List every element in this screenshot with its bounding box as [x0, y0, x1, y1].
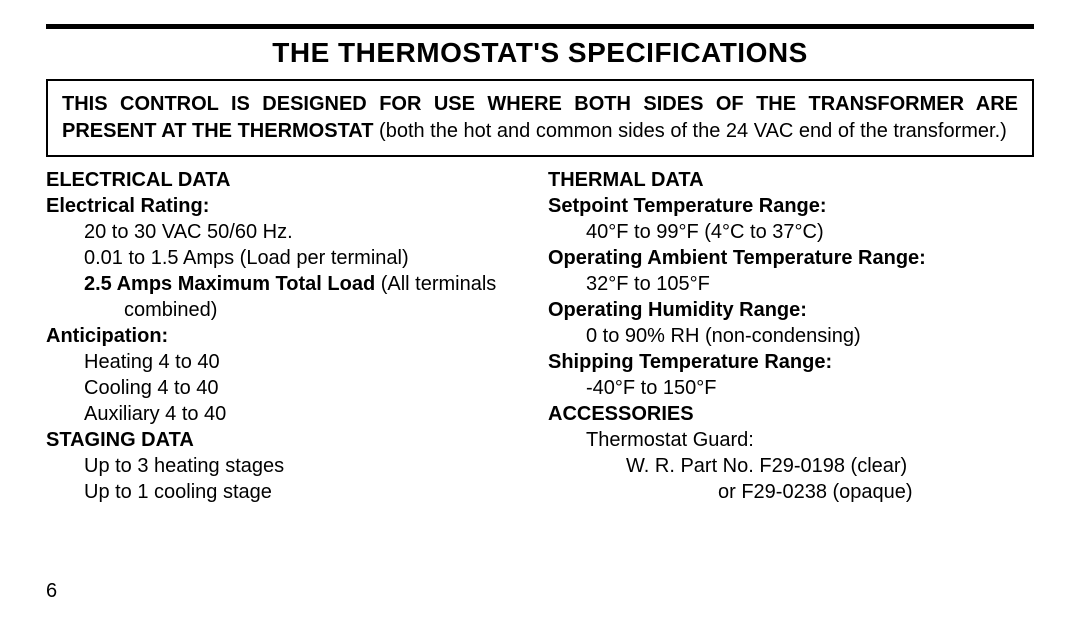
electrical-data-heading: ELECTRICAL DATA: [46, 167, 532, 193]
page-title: THE THERMOSTAT'S SPECIFICATIONS: [46, 37, 1034, 69]
shipping-temp-value: -40°F to 150°F: [548, 375, 1034, 401]
max-total-load-rest-b: combined): [46, 297, 532, 323]
operating-ambient-label: Operating Ambient Temperature Range:: [548, 245, 1034, 271]
max-total-load-line: 2.5 Amps Maximum Total Load (All termina…: [46, 271, 532, 297]
accessories-line3: or F29-0238 (opaque): [548, 479, 1034, 505]
right-column: THERMAL DATA Setpoint Temperature Range:…: [540, 167, 1034, 505]
electrical-rating-line1: 20 to 30 VAC 50/60 Hz.: [46, 219, 532, 245]
page: THE THERMOSTAT'S SPECIFICATIONS THIS CON…: [0, 0, 1080, 623]
max-total-load-rest-a: (All terminals: [381, 273, 497, 295]
max-total-load-bold: 2.5 Amps Maximum Total Load: [84, 273, 381, 295]
operating-ambient-value: 32°F to 105°F: [548, 271, 1034, 297]
notice-box: THIS CONTROL IS DESIGNED FOR USE WHERE B…: [46, 79, 1034, 157]
accessories-heading: ACCESSORIES: [548, 401, 1034, 427]
operating-humidity-label: Operating Humidity Range:: [548, 297, 1034, 323]
columns: ELECTRICAL DATA Electrical Rating: 20 to…: [46, 167, 1034, 505]
top-rule: [46, 24, 1034, 29]
electrical-rating-label: Electrical Rating:: [46, 193, 532, 219]
accessories-line1: Thermostat Guard:: [548, 427, 1034, 453]
anticipation-heating: Heating 4 to 40: [46, 349, 532, 375]
anticipation-label: Anticipation:: [46, 323, 532, 349]
thermal-data-heading: THERMAL DATA: [548, 167, 1034, 193]
accessories-line2: W. R. Part No. F29-0198 (clear): [548, 453, 1034, 479]
left-column: ELECTRICAL DATA Electrical Rating: 20 to…: [46, 167, 540, 505]
notice-rest-text: (both the hot and common sides of the 24…: [373, 120, 1006, 142]
staging-data-heading: STAGING DATA: [46, 427, 532, 453]
setpoint-value: 40°F to 99°F (4°C to 37°C): [548, 219, 1034, 245]
anticipation-cooling: Cooling 4 to 40: [46, 375, 532, 401]
shipping-temp-label: Shipping Temperature Range:: [548, 349, 1034, 375]
electrical-rating-line2: 0.01 to 1.5 Amps (Load per terminal): [46, 245, 532, 271]
anticipation-aux: Auxiliary 4 to 40: [46, 401, 532, 427]
operating-humidity-value: 0 to 90% RH (non-condensing): [548, 323, 1034, 349]
staging-line1: Up to 3 heating stages: [46, 453, 532, 479]
page-number: 6: [46, 580, 57, 603]
staging-line2: Up to 1 cooling stage: [46, 479, 532, 505]
setpoint-label: Setpoint Temperature Range:: [548, 193, 1034, 219]
